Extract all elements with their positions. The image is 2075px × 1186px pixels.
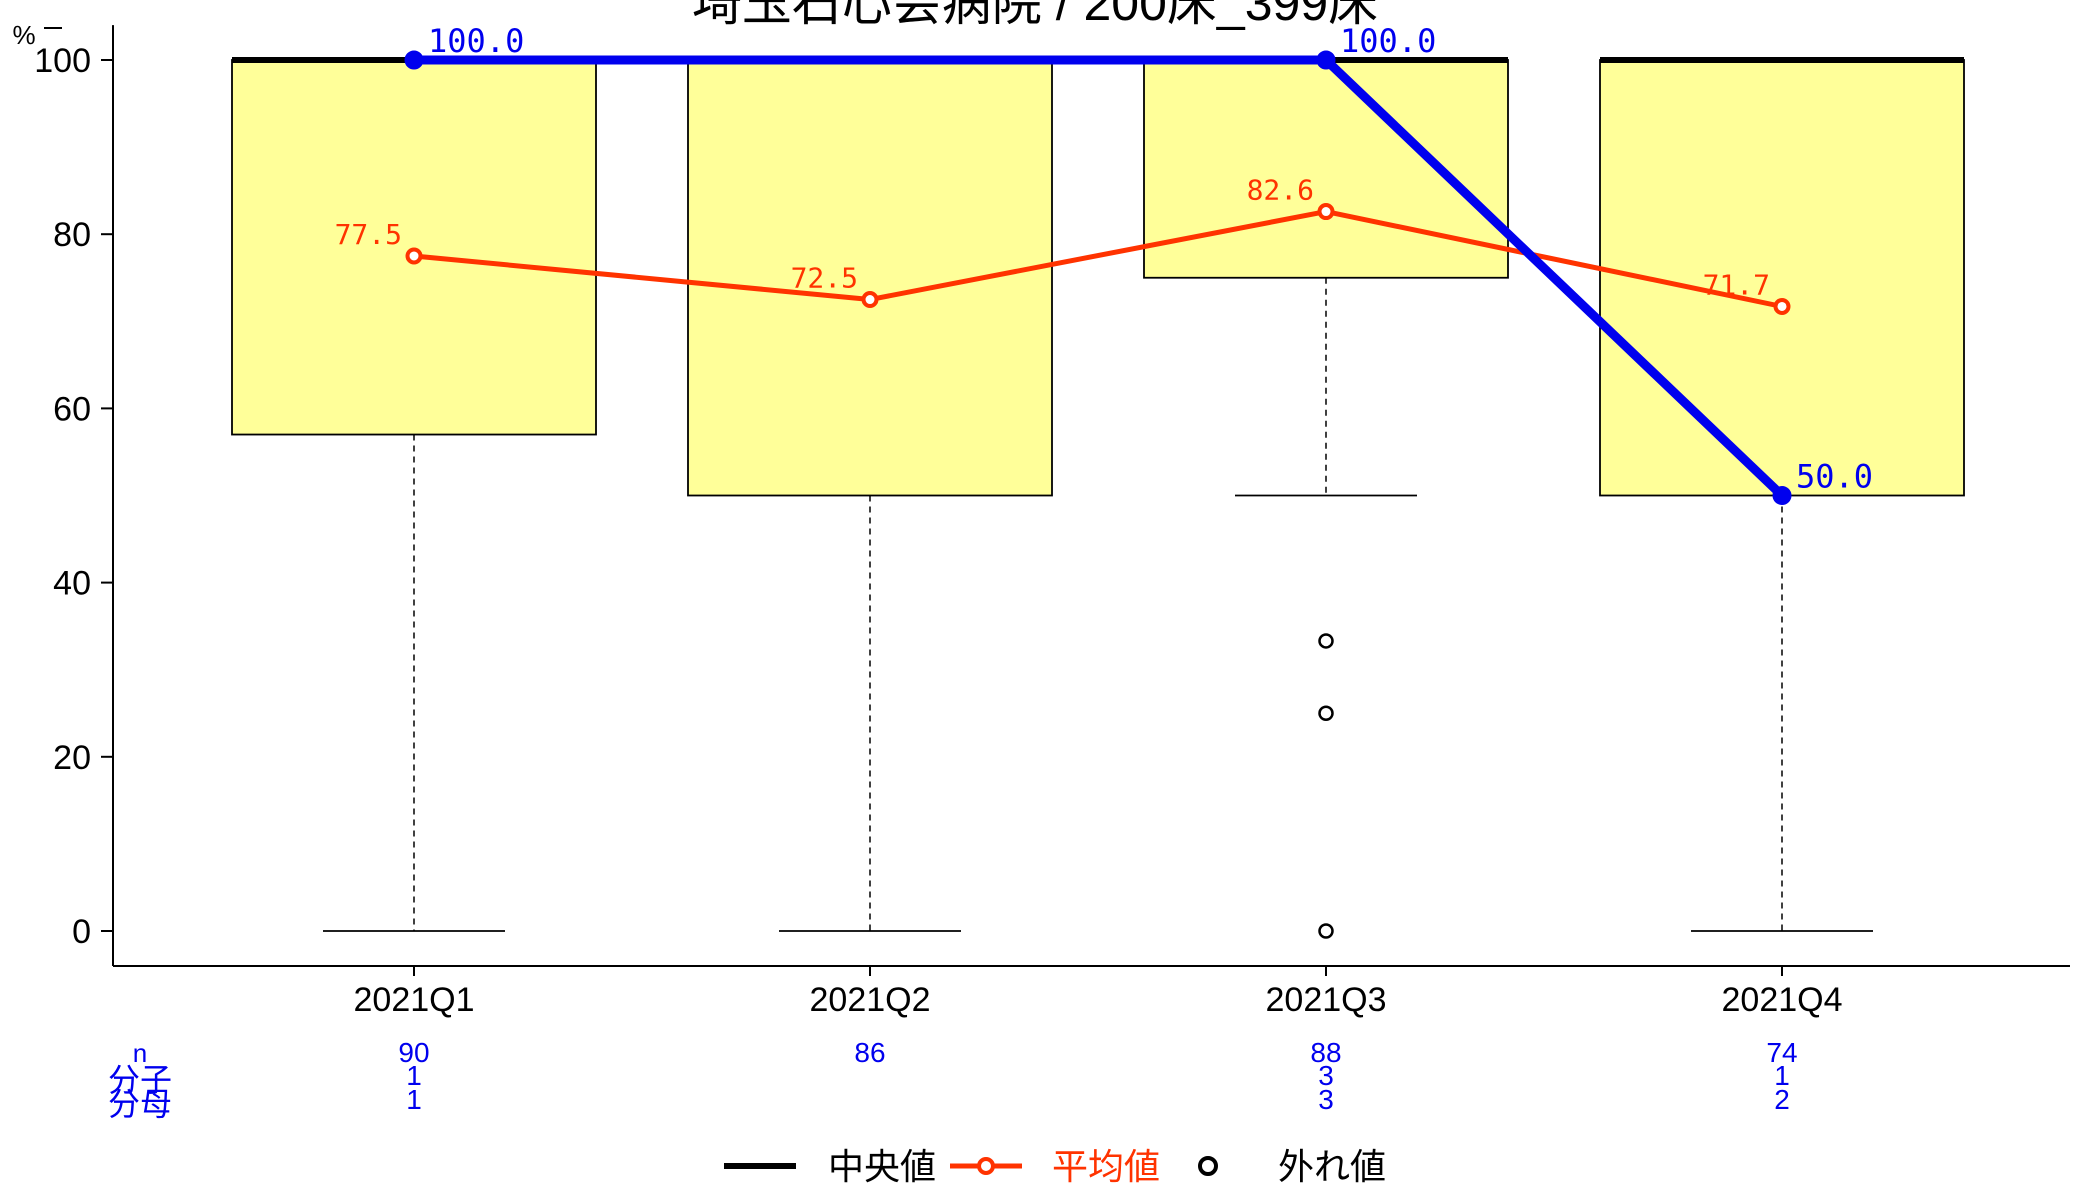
counts-value: 1 <box>1774 1060 1790 1091</box>
hospital-point <box>1772 486 1792 505</box>
mean-point <box>861 291 879 309</box>
legend-mean-marker <box>977 1157 995 1175</box>
mean-point <box>405 247 423 265</box>
box-2021Q2 <box>687 59 1053 497</box>
y-tick-label: 80 <box>53 216 91 254</box>
x-tick-label: 2021Q1 <box>354 981 475 1019</box>
y-tick-label: 100 <box>34 42 91 80</box>
legend-label-median: 中央値 <box>828 1146 936 1186</box>
mean-point <box>1317 203 1335 221</box>
counts-value: 88 <box>1310 1037 1341 1068</box>
outlier-point <box>1318 705 1334 721</box>
x-tick-label: 2021Q3 <box>1266 981 1387 1019</box>
counts-value: 1 <box>406 1060 422 1091</box>
counts-value: 2 <box>1774 1084 1790 1115</box>
y-tick-label: 0 <box>72 913 91 951</box>
box-2021Q4 <box>1599 59 1965 497</box>
x-tick-label: 2021Q4 <box>1722 981 1843 1019</box>
counts-row-label: n <box>133 1038 147 1068</box>
hospital-point <box>404 50 424 70</box>
counts-row-label: 分子 <box>108 1062 172 1098</box>
counts-value: 3 <box>1318 1060 1334 1091</box>
box-2021Q1 <box>231 59 597 436</box>
outlier-point <box>1318 633 1334 649</box>
mean-data-label: 72.5 <box>791 262 858 295</box>
mean-data-label: 77.5 <box>335 218 402 251</box>
counts-value: 86 <box>854 1037 885 1068</box>
counts-row-label: 分母 <box>108 1086 172 1122</box>
y-tick-label: 20 <box>53 739 91 777</box>
counts-value: 74 <box>1766 1037 1797 1068</box>
y-tick-label: 40 <box>53 565 91 603</box>
hospital-point <box>1316 50 1336 70</box>
chart-title: 埼玉石心会病院 / 200床_399床 <box>692 0 1378 31</box>
hospital-data-label: 100.0 <box>428 22 524 60</box>
legend-label-outlier: 外れ値 <box>1278 1146 1386 1186</box>
hospital-data-label: 50.0 <box>1796 458 1873 496</box>
y-axis-label: % <box>12 20 35 50</box>
y-tick-label: 60 <box>53 390 91 428</box>
counts-value: 3 <box>1318 1084 1334 1115</box>
legend-outlier-marker <box>1198 1156 1218 1176</box>
box-2021Q3 <box>1143 59 1509 279</box>
mean-point <box>1773 297 1791 315</box>
plot-area: 0 20 40 60 80 100 2021Q1 2021Q2 2021Q3 2021Q4 77.5… <box>34 22 2070 1019</box>
mean-data-label: 82.6 <box>1247 174 1314 207</box>
counts-value: 90 <box>398 1037 429 1068</box>
outlier-point <box>1318 923 1334 939</box>
mean-data-label: 71.7 <box>1703 268 1770 301</box>
legend-label-mean: 平均値 <box>1052 1146 1160 1186</box>
counts-value: 1 <box>406 1084 422 1115</box>
legend: 中央値 平均値 外れ値 <box>724 1146 1386 1186</box>
mean-series-line <box>411 209 1785 309</box>
x-tick-label: 2021Q2 <box>810 981 931 1019</box>
hospital-data-label: 100.0 <box>1340 22 1436 60</box>
